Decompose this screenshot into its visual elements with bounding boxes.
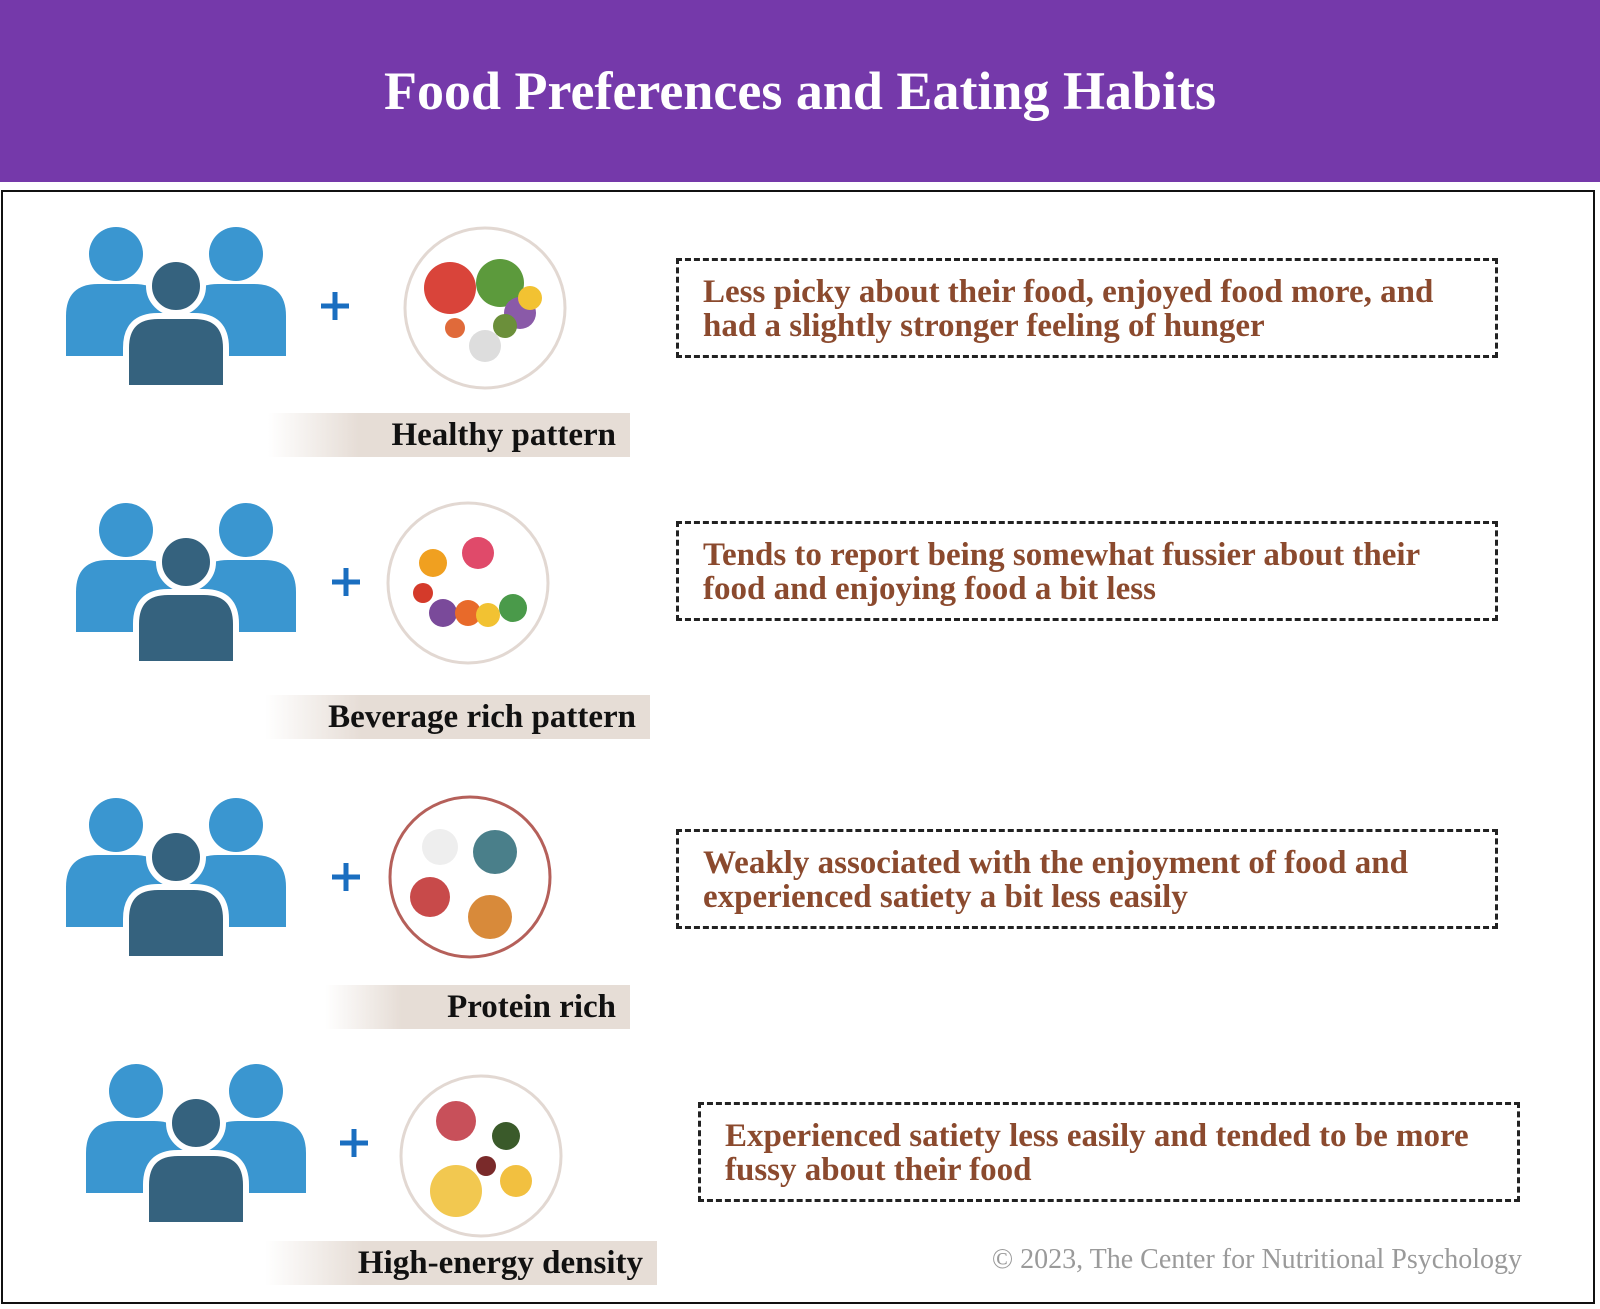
food-item xyxy=(492,1122,520,1150)
food-illustration xyxy=(399,1074,563,1238)
food-item xyxy=(413,583,433,603)
people-icon xyxy=(66,227,286,391)
food-item xyxy=(445,318,465,338)
food-item xyxy=(518,286,542,310)
food-illustration xyxy=(403,226,567,390)
person-head xyxy=(156,532,216,592)
food-item xyxy=(436,1101,476,1141)
person-head xyxy=(209,227,263,281)
food-item xyxy=(410,877,450,917)
food-item xyxy=(455,600,481,626)
plus-sign xyxy=(332,568,360,596)
food-item xyxy=(419,549,447,577)
food-item xyxy=(462,537,494,569)
person-head xyxy=(146,256,206,316)
title: Food Preferences and Eating Habits xyxy=(384,61,1216,121)
plus-sign xyxy=(321,292,349,320)
people-icon xyxy=(66,798,286,962)
person-head xyxy=(146,827,206,887)
person-body xyxy=(133,589,239,667)
food-item xyxy=(476,1156,496,1176)
food-item xyxy=(430,1165,482,1217)
food-plate xyxy=(399,1074,563,1238)
food-item xyxy=(429,599,457,627)
pattern-label: Beverage rich pattern xyxy=(265,695,650,739)
people-icon xyxy=(76,503,296,667)
plus-sign xyxy=(340,1129,368,1157)
food-item xyxy=(424,262,476,314)
people-icon xyxy=(86,1064,306,1228)
food-item xyxy=(473,830,517,874)
food-item xyxy=(476,259,524,307)
person-body xyxy=(143,1150,249,1228)
plus-sign xyxy=(332,863,360,891)
food-plate xyxy=(403,226,567,390)
person-head xyxy=(89,798,143,852)
person-head xyxy=(89,227,143,281)
food-plate xyxy=(386,501,550,665)
food-item xyxy=(476,603,500,627)
food-item xyxy=(469,330,501,362)
person-body xyxy=(123,884,229,962)
frame xyxy=(1,190,1595,1304)
food-item xyxy=(468,895,512,939)
food-item xyxy=(493,314,517,338)
food-plate xyxy=(388,795,552,959)
person-head xyxy=(166,1093,226,1153)
pattern-label: Healthy pattern xyxy=(268,413,630,457)
food-item xyxy=(422,829,458,865)
food-illustration xyxy=(386,501,550,665)
header: Food Preferences and Eating Habits xyxy=(0,0,1600,182)
food-item xyxy=(499,594,527,622)
pattern-label: High-energy density xyxy=(265,1241,657,1285)
person-body xyxy=(123,313,229,391)
description: Tends to report being somewhat fussier a… xyxy=(676,521,1498,621)
description: Experienced satiety less easily and tend… xyxy=(698,1102,1520,1202)
description: Weakly associated with the enjoyment of … xyxy=(676,829,1498,929)
person-head xyxy=(99,503,153,557)
person-head xyxy=(109,1064,163,1118)
food-illustration xyxy=(388,795,552,959)
food-item xyxy=(500,1165,532,1197)
pattern-label: Protein rich xyxy=(325,985,630,1029)
description: Less picky about their food, enjoyed foo… xyxy=(676,258,1498,358)
person-head xyxy=(229,1064,283,1118)
copyright: © 2023, The Center for Nutritional Psych… xyxy=(991,1244,1522,1275)
person-head xyxy=(209,798,263,852)
person-head xyxy=(219,503,273,557)
